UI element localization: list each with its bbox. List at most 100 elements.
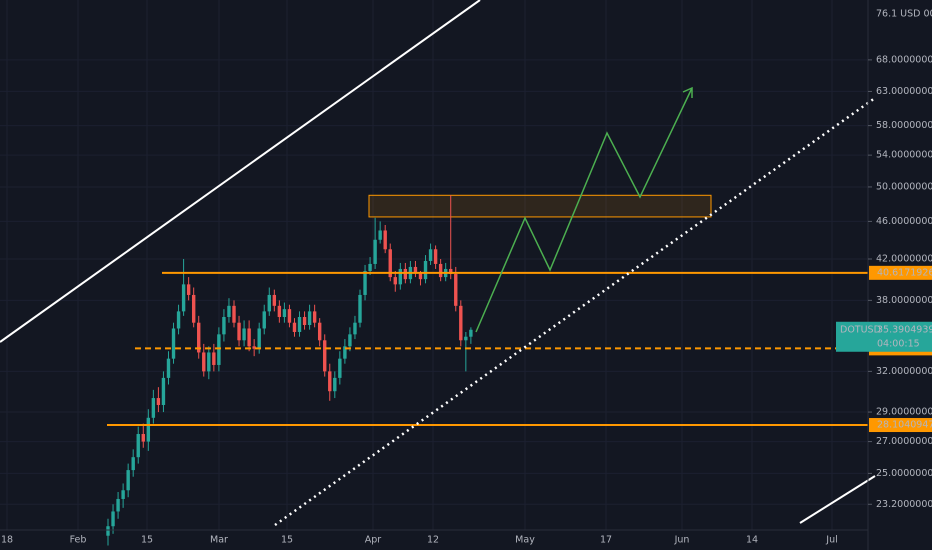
drawings xyxy=(0,0,876,527)
candle-body xyxy=(353,322,357,335)
candle-body xyxy=(343,346,347,359)
candle-body xyxy=(212,352,216,365)
resistance-zone xyxy=(368,194,712,218)
symbol-label: DOTUSD xyxy=(840,324,881,335)
candle-body xyxy=(181,284,186,312)
y-tick-label: 27.00000000 xyxy=(876,436,932,447)
x-tick-label: 14 xyxy=(746,535,758,546)
x-tick-label: 15 xyxy=(141,535,153,546)
candle-body xyxy=(141,434,145,442)
candle-body xyxy=(449,268,453,275)
candle-body xyxy=(398,268,403,285)
candle-body xyxy=(338,358,342,378)
level-label: 40.61719265 xyxy=(877,267,932,278)
candle-body xyxy=(328,371,332,392)
candle-body xyxy=(131,457,135,471)
candle-body xyxy=(191,294,196,323)
candle-body xyxy=(469,329,473,337)
x-tick-label: Apr xyxy=(365,535,382,546)
x-tick-label: 18 xyxy=(1,535,13,546)
price-axis: 68.00000000 63.00000000 58.00000000 54.0000… xyxy=(836,54,932,510)
candle-body xyxy=(116,498,120,512)
candle-body xyxy=(121,490,125,499)
candle-body xyxy=(232,305,236,323)
candle-body xyxy=(307,311,312,326)
y-tick-label: 23.20000000 xyxy=(876,499,932,510)
axis-header: 76.1 USD 000 xyxy=(876,9,932,20)
candle-body xyxy=(237,322,241,341)
candle-body xyxy=(176,311,181,329)
candle-body xyxy=(418,273,423,280)
trend-line xyxy=(799,475,876,524)
candle-body xyxy=(262,311,266,329)
x-tick-label: Jun xyxy=(674,535,690,546)
y-tick-label: 58.00000000 xyxy=(876,120,932,131)
y-tick-label: 68.00000000 xyxy=(876,54,932,65)
level-label: 28.10409477 xyxy=(877,420,932,431)
candle-body xyxy=(302,317,307,326)
last-price-box xyxy=(836,321,932,352)
candle-body xyxy=(323,340,327,372)
candle-body xyxy=(197,322,201,353)
level-label-box xyxy=(869,265,932,280)
candle-body xyxy=(202,352,206,372)
candle-body xyxy=(292,322,297,332)
projection-arrow xyxy=(682,86,693,98)
y-tick-label: 63.00000000 xyxy=(876,86,932,97)
candle-body xyxy=(383,230,387,250)
y-tick-label: 42.00000000 xyxy=(876,253,932,264)
candle-body xyxy=(363,270,367,295)
candle-body xyxy=(464,336,468,341)
countdown-label: 04:00:15 xyxy=(877,338,920,349)
candle-body xyxy=(428,249,433,261)
y-tick-label: 54.00000000 xyxy=(876,150,932,161)
candle-body xyxy=(252,346,256,349)
candle-body xyxy=(166,358,171,378)
candle-body xyxy=(217,334,221,365)
candle-body xyxy=(413,266,418,274)
candle-body xyxy=(242,328,246,341)
candle-body xyxy=(136,434,140,458)
candle-body xyxy=(373,239,377,264)
candle-body xyxy=(257,328,261,349)
x-tick-label: Mar xyxy=(210,535,228,546)
x-tick-label: 17 xyxy=(600,535,612,546)
candle-body xyxy=(282,309,287,318)
grid xyxy=(0,0,868,530)
candle-body xyxy=(368,263,372,271)
y-tick-label: 46.00000000 xyxy=(876,216,932,227)
y-tick-label: 29.00000000 xyxy=(876,407,932,418)
candle-body xyxy=(207,352,211,372)
candle-body xyxy=(317,322,322,341)
candle-body xyxy=(161,377,166,405)
x-tick-label: Jul xyxy=(825,535,837,546)
y-tick-label: 50.00000000 xyxy=(876,181,932,192)
candle-body xyxy=(227,305,231,318)
candle-body xyxy=(403,268,408,280)
x-tick-label: Feb xyxy=(70,535,87,546)
x-tick-label: 15 xyxy=(281,535,293,546)
candle-body xyxy=(272,294,277,306)
candle-body xyxy=(333,377,337,392)
candle-body xyxy=(393,277,397,285)
candle-body xyxy=(358,294,362,323)
x-tick-label: May xyxy=(515,535,535,546)
candle-body xyxy=(277,305,282,318)
candle-body xyxy=(348,334,352,347)
candle-body xyxy=(247,328,251,347)
candle-body xyxy=(297,317,302,332)
candle-body xyxy=(433,249,438,264)
candle-body xyxy=(267,294,271,312)
candle-body xyxy=(171,328,176,359)
candle-body xyxy=(287,309,292,323)
y-tick-label: 38.00000000 xyxy=(876,295,932,306)
candle-body xyxy=(186,284,191,295)
candle-body xyxy=(146,417,151,442)
candle-body xyxy=(156,398,161,405)
candle-body xyxy=(106,526,110,536)
candle-body xyxy=(126,470,130,491)
projection-path xyxy=(475,87,693,333)
trend-line xyxy=(0,0,481,343)
